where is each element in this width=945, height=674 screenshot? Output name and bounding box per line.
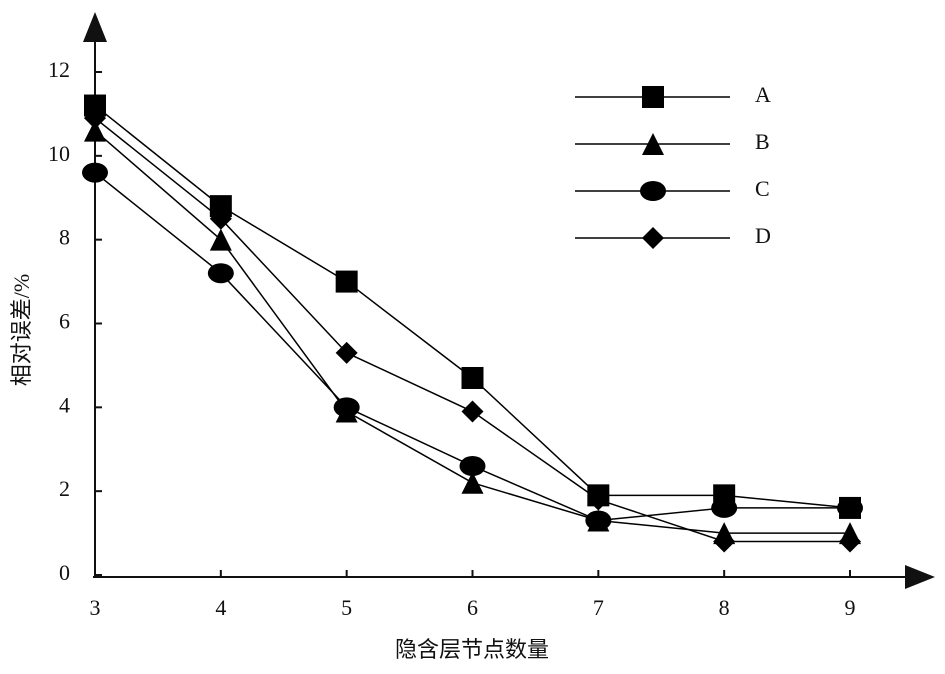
- marker: [209, 195, 232, 218]
- marker: [209, 228, 232, 251]
- legend-label: B: [755, 129, 770, 154]
- marker: [84, 107, 106, 130]
- y-tick-label: 6: [59, 309, 70, 334]
- y-axis-label: 相对误差/%: [9, 274, 34, 386]
- x-tick-label: 9: [845, 595, 856, 620]
- series-line: [94, 104, 851, 509]
- x-axis-label: 隐含层节点数量: [395, 637, 549, 662]
- marker: [713, 530, 736, 553]
- y-tick-label: 8: [59, 225, 70, 250]
- marker: [461, 366, 484, 389]
- marker: [335, 341, 358, 364]
- marker: [209, 207, 232, 230]
- x-tick-label: 3: [90, 595, 101, 620]
- marker: [84, 94, 106, 117]
- marker: [642, 133, 664, 155]
- marker: [84, 119, 106, 142]
- y-tick-label: 12: [48, 57, 70, 82]
- y-tick-label: 4: [59, 392, 70, 417]
- marker: [837, 497, 863, 518]
- marker: [711, 497, 738, 518]
- y-tick-label: 10: [48, 141, 70, 166]
- x-tick-label: 5: [341, 595, 352, 620]
- x-tick-label: 4: [215, 595, 226, 620]
- marker: [839, 530, 861, 553]
- x-tick-label: 6: [467, 595, 478, 620]
- y-tick-label: 0: [59, 560, 70, 585]
- marker: [640, 181, 666, 201]
- y-axis-arrow: [83, 12, 107, 42]
- marker: [461, 400, 484, 423]
- marker: [642, 227, 664, 249]
- marker: [335, 270, 358, 293]
- marker: [585, 510, 612, 531]
- y-tick-label: 2: [59, 476, 70, 501]
- marker: [82, 162, 108, 183]
- marker: [587, 488, 610, 511]
- marker: [642, 86, 664, 108]
- x-tick-label: 7: [593, 595, 604, 620]
- marker: [207, 263, 234, 284]
- legend-label: A: [755, 82, 771, 107]
- marker: [461, 471, 484, 494]
- marker: [333, 397, 360, 418]
- legend-label: C: [755, 176, 770, 201]
- legend-label: D: [755, 223, 771, 248]
- x-tick-label: 8: [719, 595, 730, 620]
- marker: [459, 456, 486, 477]
- x-axis-arrow: [905, 565, 935, 589]
